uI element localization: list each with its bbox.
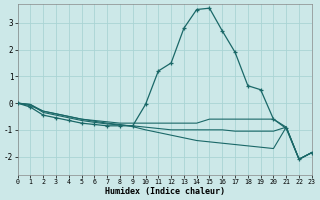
X-axis label: Humidex (Indice chaleur): Humidex (Indice chaleur) xyxy=(105,187,225,196)
